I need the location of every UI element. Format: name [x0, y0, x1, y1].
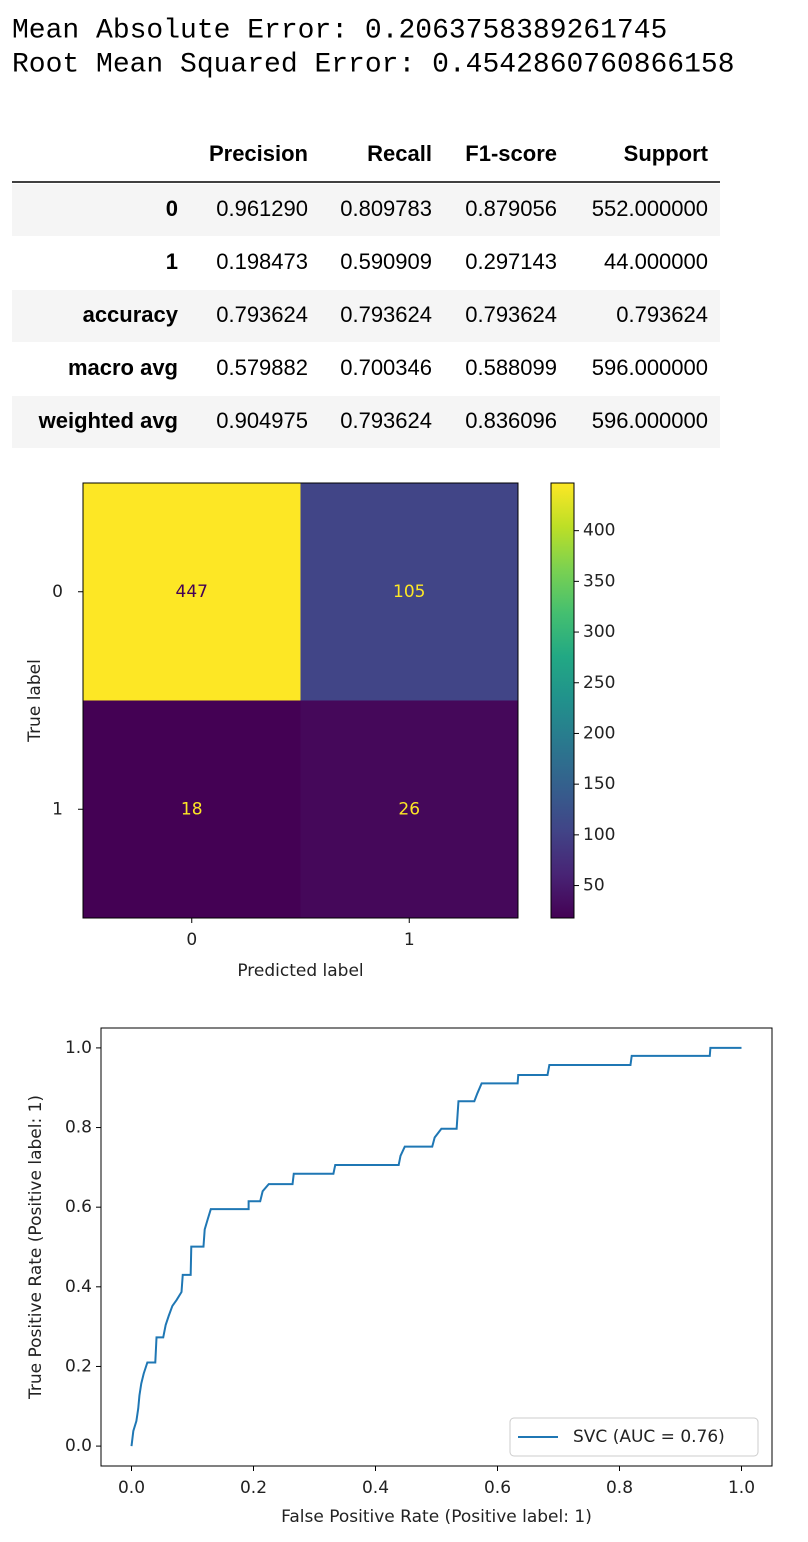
cell: 0.579882: [216, 355, 308, 380]
cell: 0.793624: [340, 408, 432, 433]
output-line: Root Mean Squared Error: 0.4542860760866…: [12, 49, 735, 80]
heatmap-cell: [300, 483, 518, 701]
x-axis-label: Predicted label: [237, 961, 363, 981]
plot-frame: [82, 482, 519, 919]
cell: 0.700346: [340, 355, 432, 380]
cell: 0.836096: [465, 408, 557, 433]
legend-label: SVC (AUC = 0.76): [573, 1427, 725, 1447]
output-line: Mean Absolute Error: 0.2063758389261745: [12, 15, 667, 46]
row-stripe: [12, 290, 720, 342]
row-label: macro avg: [68, 355, 178, 380]
y-tick-label: 1: [52, 799, 63, 819]
y-tick-label: 0.4: [65, 1277, 92, 1297]
y-tick-label: 0.6: [65, 1197, 92, 1217]
y-axis-label: True label: [25, 659, 45, 743]
x-axis-label: False Positive Rate (Positive label: 1): [281, 1507, 592, 1527]
row-label: 0: [166, 196, 178, 221]
cell: 596.000000: [592, 355, 708, 380]
colorbar-tick-label: 300: [583, 622, 615, 642]
x-tick-label: 1: [404, 930, 415, 950]
roc-curve: [130, 1046, 742, 1447]
x-tick-label: 0: [186, 930, 197, 950]
cell: 0.879056: [465, 196, 557, 221]
heatmap-cell: [300, 700, 518, 918]
column-header: Support: [624, 141, 709, 166]
cell-label: 105: [393, 582, 425, 602]
cell: 596.000000: [592, 408, 708, 433]
row-stripe: [12, 396, 720, 448]
colorbar-tick-label: 250: [583, 673, 615, 693]
y-tick-label: 0.8: [65, 1118, 92, 1138]
heatmap-cell: [83, 700, 301, 918]
colorbar-tick-label: 200: [583, 723, 615, 743]
cell: 0.297143: [465, 249, 557, 274]
y-axis-label: True Positive Rate (Positive label: 1): [26, 1095, 46, 1400]
y-tick-label: 1.0: [65, 1038, 92, 1058]
cell: 552.000000: [592, 196, 708, 221]
row-stripe: [12, 184, 720, 236]
row-label: weighted avg: [38, 408, 178, 433]
y-tick-label: 0.0: [65, 1436, 92, 1456]
legend-box: [509, 1417, 759, 1457]
x-tick-label: 0.0: [118, 1478, 145, 1498]
column-header: F1-score: [465, 141, 557, 166]
x-tick-label: 0.2: [240, 1478, 267, 1498]
cell-label: 18: [181, 799, 203, 819]
x-tick-label: 0.4: [362, 1478, 389, 1498]
cell-label: 447: [176, 582, 208, 602]
cell: 0.793624: [465, 302, 557, 327]
cell: 44.000000: [604, 249, 708, 274]
x-tick-label: 1.0: [728, 1478, 755, 1498]
row-label: 1: [166, 249, 178, 274]
y-tick-label: 0: [52, 582, 63, 602]
cell: 0.588099: [465, 355, 557, 380]
x-tick-label: 0.6: [484, 1478, 511, 1498]
plot-frame: [100, 1027, 773, 1467]
row-label: accuracy: [83, 302, 179, 327]
cell: 0.793624: [216, 302, 308, 327]
cell: 0.904975: [216, 408, 308, 433]
colorbar-tick-label: 400: [583, 521, 615, 541]
cell: 0.793624: [340, 302, 432, 327]
y-tick-label: 0.2: [65, 1356, 92, 1376]
heatmap-cell: [83, 483, 301, 701]
cell-label: 26: [398, 799, 420, 819]
column-header: Precision: [209, 141, 308, 166]
cell: 0.198473: [216, 249, 308, 274]
colorbar-tick-label: 100: [583, 825, 615, 845]
colorbar: [550, 482, 575, 919]
cell: 0.961290: [216, 196, 308, 221]
cell: 0.793624: [616, 302, 708, 327]
colorbar-tick-label: 350: [583, 571, 615, 591]
cell: 0.590909: [340, 249, 432, 274]
x-tick-label: 0.8: [606, 1478, 633, 1498]
colorbar-tick-label: 50: [583, 876, 605, 896]
colorbar-tick-label: 150: [583, 774, 615, 794]
column-header: Recall: [367, 141, 432, 166]
cell: 0.809783: [340, 196, 432, 221]
